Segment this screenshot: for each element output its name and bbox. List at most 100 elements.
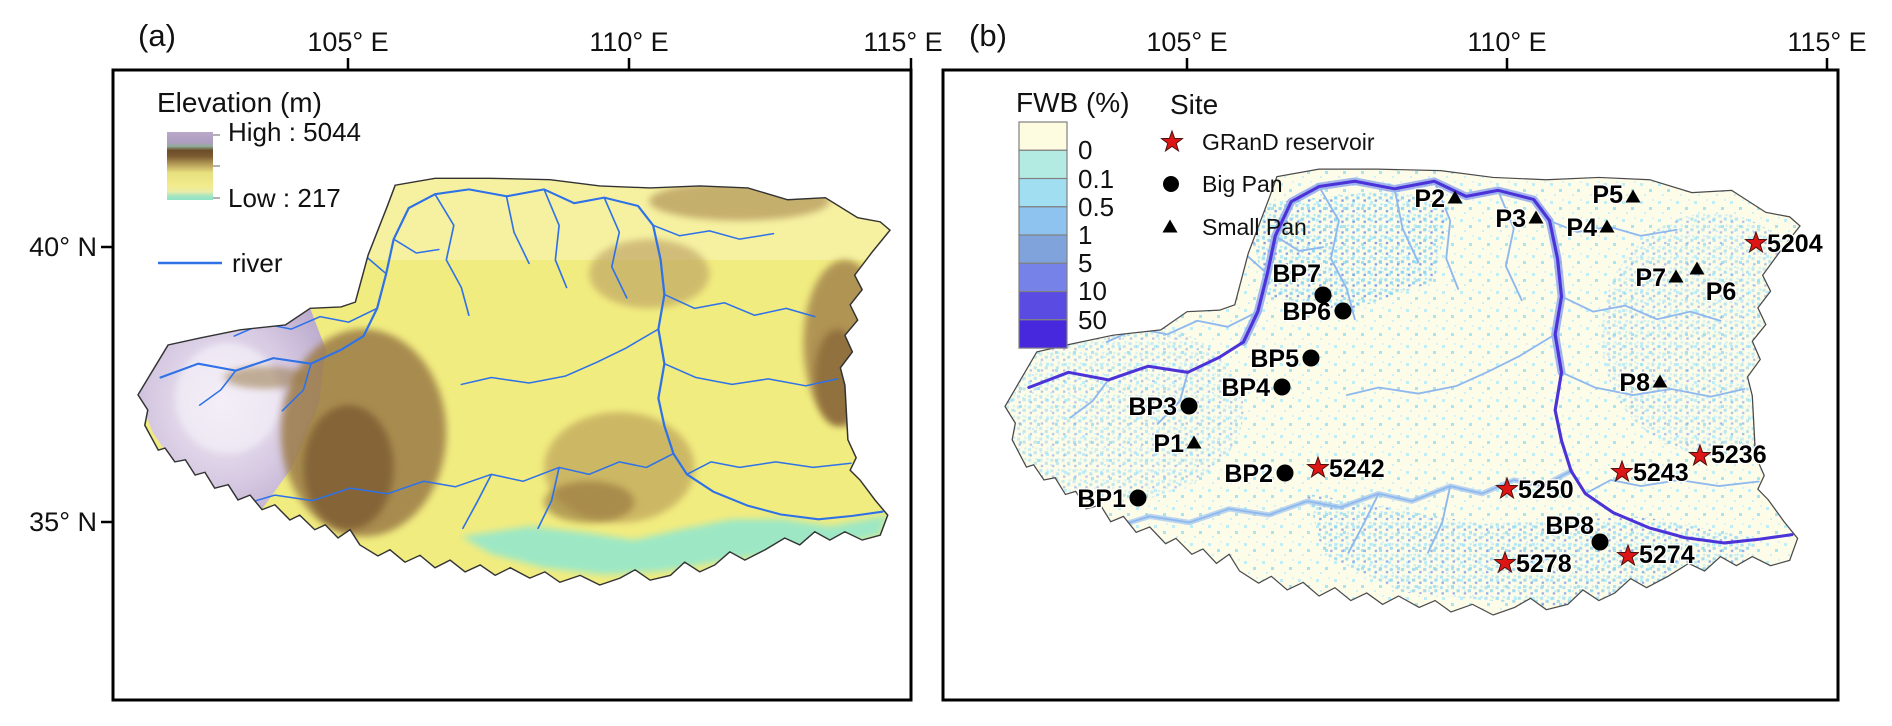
marker-p7-label: P7 <box>1635 264 1666 292</box>
panel-b-xtick-110e: 110° E <box>1467 27 1546 57</box>
big-pan-circle-icon <box>1163 176 1179 192</box>
fwb-class-0.5: 0.5 <box>1078 192 1114 222</box>
fwb-swatch-2 <box>1018 149 1068 180</box>
marker-bp4-label: BP4 <box>1221 374 1270 402</box>
fwb-class-1: 1 <box>1078 220 1092 250</box>
big-pan-circle-icon <box>1180 397 1198 415</box>
panel-b-frame <box>941 68 1840 702</box>
marker-bp4: BP4 <box>1220 373 1291 403</box>
marker-p7: P7 <box>1634 263 1684 293</box>
marker-5242-label: 5242 <box>1329 455 1385 483</box>
marker-p2: P2 <box>1413 184 1463 214</box>
marker-p2-label: P2 <box>1414 185 1445 213</box>
big-pan-circle-icon <box>1334 302 1352 320</box>
fwb-swatch-7 <box>1018 290 1068 321</box>
marker-p3: P3 <box>1494 204 1544 234</box>
small-pan-markers: P1 P2 P3 P4 P5 P6 P7 P8 <box>1152 180 1738 460</box>
fwb-swatch-6 <box>1018 262 1068 293</box>
marker-5243-label: 5243 <box>1633 459 1689 487</box>
site-legend-grand-reservoir-label: GRanD reservoir <box>1202 129 1375 155</box>
panel-a-legend: Elevation (m) High : 5044 Low : 217 rive… <box>157 87 361 278</box>
site-legend-small-pan-label: Small Pan <box>1202 214 1307 240</box>
marker-p5-label: P5 <box>1592 181 1623 209</box>
fwb-class-0: 0 <box>1078 135 1092 165</box>
marker-5236-label: 5236 <box>1711 441 1767 469</box>
marker-p1-label: P1 <box>1153 430 1184 458</box>
marker-p6: P6 <box>1689 261 1738 307</box>
panel-b-tag: (b) <box>969 18 1007 53</box>
river-legend-label: river <box>232 248 283 278</box>
fwb-legend-title: FWB (%) <box>1016 87 1130 118</box>
marker-p4: P4 <box>1565 213 1615 243</box>
panel-a-elevation-map <box>138 178 890 586</box>
marker-5274-label: 5274 <box>1639 541 1695 569</box>
fwb-swatch-3 <box>1018 177 1068 208</box>
fwb-swatch-5 <box>1018 234 1068 264</box>
fwb-swatch-8 <box>1018 319 1068 349</box>
panel-a-tag: (a) <box>138 18 176 53</box>
marker-p8-label: P8 <box>1619 369 1650 397</box>
big-pan-markers: BP1 BP2 BP3 BP4 BP5 BP6 BP7 BP8 <box>1076 259 1609 551</box>
big-pan-circle-icon <box>1129 489 1147 507</box>
panel-a-frame <box>111 68 913 702</box>
elevation-high-label: High : 5044 <box>228 117 361 147</box>
marker-p1: P1 <box>1152 429 1202 459</box>
panel-a-y-ticks <box>101 245 113 524</box>
marker-5236: 5236 <box>1689 440 1768 470</box>
elevation-low-label: Low : 217 <box>228 183 341 213</box>
marker-p3-label: P3 <box>1495 205 1526 233</box>
marker-5274: 5274 <box>1617 540 1696 570</box>
panel-b-xtick-105e: 105° E <box>1146 27 1227 57</box>
marker-bp3: BP3 <box>1127 392 1198 422</box>
marker-5243: 5243 <box>1611 458 1690 488</box>
marker-bp2-label: BP2 <box>1224 460 1273 488</box>
panel-a-ytick-35n: 35° N <box>29 507 97 537</box>
grand-reservoir-star-icon <box>1161 130 1183 152</box>
big-pan-circle-icon <box>1276 464 1294 482</box>
marker-bp1-label: BP1 <box>1077 485 1126 513</box>
big-pan-circle-icon <box>1273 378 1291 396</box>
marker-5242: 5242 <box>1307 454 1386 484</box>
small-pan-triangle-icon <box>1162 219 1178 233</box>
marker-bp3-label: BP3 <box>1128 393 1177 421</box>
fwb-class-5: 5 <box>1078 248 1092 278</box>
marker-5204-label: 5204 <box>1767 230 1823 258</box>
elevation-color-ramp <box>167 132 213 200</box>
site-legend-title: Site <box>1170 89 1218 120</box>
fwb-class-50: 50 <box>1078 305 1107 335</box>
panel-a-xtick-110e: 110° E <box>589 27 668 57</box>
marker-p6-label: P6 <box>1706 278 1737 306</box>
panel-a-xtick-105e: 105° E <box>307 27 388 57</box>
marker-bp8-label: BP8 <box>1545 512 1594 540</box>
fwb-colorbar <box>1018 121 1068 349</box>
marker-5278: 5278 <box>1494 549 1573 579</box>
marker-bp7: BP7 <box>1271 259 1332 304</box>
panel-a-x-ticks <box>346 58 913 70</box>
fwb-class-10: 10 <box>1078 276 1107 306</box>
marker-bp7-label: BP7 <box>1272 260 1321 288</box>
big-pan-circle-icon <box>1314 286 1332 304</box>
marker-bp5-label: BP5 <box>1250 345 1299 373</box>
marker-bp1: BP1 <box>1076 484 1147 514</box>
marker-5250: 5250 <box>1496 475 1575 505</box>
fwb-legend: FWB (%) 0 0.1 0.5 1 5 10 50 <box>1016 87 1130 349</box>
marker-bp2: BP2 <box>1223 459 1294 489</box>
panel-a-ytick-40n: 40° N <box>29 232 97 262</box>
marker-p8: P8 <box>1618 368 1668 398</box>
panel-b-xtick-115e: 115° E <box>1787 27 1866 57</box>
marker-p4-label: P4 <box>1566 214 1597 242</box>
fwb-class-0.1: 0.1 <box>1078 164 1114 194</box>
grand-reservoir-markers: 5242 5204 5250 5243 5236 5278 5274 <box>1307 229 1824 579</box>
site-legend-big-pan-label: Big Pan <box>1202 171 1283 197</box>
marker-bp8: BP8 <box>1544 511 1609 551</box>
big-pan-circle-icon <box>1302 349 1320 367</box>
marker-5278-label: 5278 <box>1516 550 1572 578</box>
marker-5250-label: 5250 <box>1518 476 1574 504</box>
marker-bp5: BP5 <box>1249 344 1320 374</box>
panel-a-xtick-115e: 115° E <box>863 27 942 57</box>
big-pan-circle-icon <box>1591 533 1609 551</box>
panel-b-x-ticks <box>1185 58 1829 70</box>
elevation-ramp-ticks <box>213 134 220 199</box>
elevation-legend-title: Elevation (m) <box>157 87 322 118</box>
